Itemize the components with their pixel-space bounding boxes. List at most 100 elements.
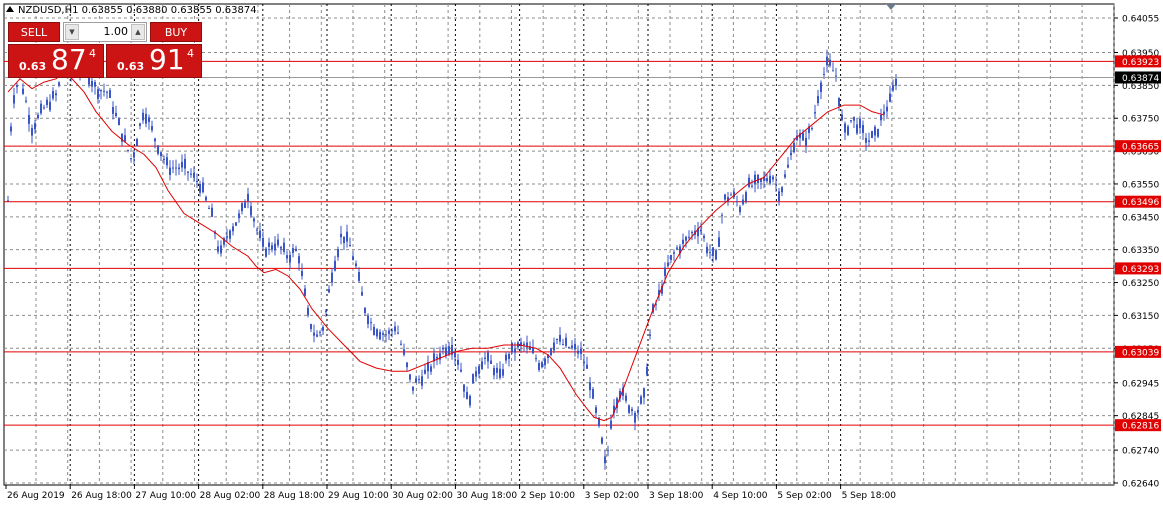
candle-body	[553, 342, 555, 351]
candle-body	[154, 138, 156, 142]
candle-body	[52, 90, 54, 99]
candle-body	[631, 409, 633, 412]
candle-body	[112, 107, 114, 114]
chart-shift-marker-icon[interactable]	[886, 4, 896, 10]
candle-body	[199, 183, 201, 193]
candle-body	[403, 349, 405, 355]
candle-body	[106, 91, 108, 93]
candle-body	[25, 100, 27, 102]
candle-body	[283, 242, 285, 252]
candle-body	[307, 307, 309, 316]
candle-body	[169, 167, 171, 176]
candle-body	[217, 246, 219, 252]
candle-body	[739, 206, 741, 213]
horizontal-level-label-bg	[1115, 262, 1161, 275]
candle-body	[127, 149, 129, 151]
candle-body	[418, 379, 420, 381]
candle-body	[799, 133, 801, 138]
candle-body	[460, 369, 462, 372]
lot-increase-icon[interactable]: ▲	[131, 24, 145, 40]
candle-body	[829, 59, 831, 66]
x-axis-tick-label: 30 Aug 02:00	[392, 491, 453, 501]
candle-body	[658, 290, 660, 296]
candle-body	[7, 200, 9, 202]
horizontal-level-label: 0.63293	[1122, 265, 1159, 275]
candle-body	[232, 226, 234, 232]
candle-body	[121, 133, 123, 142]
candle-body	[445, 347, 447, 356]
sell-button[interactable]: SELL	[8, 22, 60, 42]
candle-body	[889, 93, 891, 102]
candle-body	[670, 254, 672, 260]
candle-body	[235, 222, 237, 226]
candle-body	[181, 161, 183, 168]
y-axis-tick-label: 0.63550	[1122, 180, 1159, 190]
candle-body	[763, 177, 765, 181]
buy-button[interactable]: BUY	[150, 22, 202, 42]
candle-body	[520, 342, 522, 347]
candle-body	[622, 388, 624, 396]
candle-body	[157, 145, 159, 154]
candle-body	[88, 75, 90, 85]
candle-body	[229, 230, 231, 239]
candle-body	[772, 176, 774, 180]
candle-body	[832, 70, 834, 72]
candle-body	[298, 256, 300, 264]
candle-body	[49, 101, 51, 111]
candle-body	[802, 132, 804, 141]
candle-body	[166, 157, 168, 166]
candle-body	[874, 126, 876, 136]
candle-body	[436, 356, 438, 359]
candle-body	[817, 96, 819, 104]
candle-body	[178, 167, 180, 170]
lot-size-value[interactable]: 1.00	[103, 25, 129, 38]
candle-body	[646, 366, 648, 376]
candle-body	[469, 395, 471, 406]
moving-average-line	[7, 71, 885, 422]
buy-price-button[interactable]: 0.63 91 4	[106, 43, 202, 78]
candle-body	[574, 343, 576, 350]
candle-body	[328, 289, 330, 293]
collapse-triangle-icon[interactable]	[6, 6, 14, 12]
candle-body	[544, 358, 546, 366]
candle-body	[508, 354, 510, 359]
candle-body	[292, 248, 294, 253]
candle-body	[340, 233, 342, 238]
lot-decrease-icon[interactable]: ▼	[65, 24, 79, 40]
candle-body	[748, 177, 750, 187]
candle-body	[280, 246, 282, 249]
candle-body	[337, 249, 339, 258]
candle-body	[196, 180, 198, 182]
candle-body	[565, 337, 567, 346]
candle-body	[160, 152, 162, 157]
candle-body	[499, 368, 501, 378]
y-axis-tick-label: 0.63950	[1122, 49, 1159, 59]
candle-body	[790, 152, 792, 156]
candle-body	[37, 114, 39, 119]
candle-body	[379, 331, 381, 340]
candle-body	[778, 191, 780, 202]
candle-body	[247, 193, 249, 202]
candle-body	[682, 239, 684, 244]
y-axis-tick-label: 0.63350	[1122, 246, 1159, 256]
candle-body	[466, 391, 468, 400]
x-axis-tick-label: 2 Sep 10:00	[521, 491, 576, 501]
candle-body	[397, 332, 399, 334]
candle-body	[367, 315, 369, 325]
candle-body	[754, 174, 756, 185]
x-axis-tick-label: 29 Aug 10:00	[328, 491, 389, 501]
candle-body	[376, 329, 378, 337]
candle-body	[424, 369, 426, 374]
buy-price-prefix: 0.63	[117, 60, 145, 73]
candle-body	[472, 373, 474, 384]
candle-body	[865, 137, 867, 143]
candle-body	[370, 322, 372, 324]
candle-body	[676, 247, 678, 249]
current-price-label: 0.63874	[1122, 74, 1159, 84]
candle-body	[427, 362, 429, 372]
sell-price-button[interactable]: 0.63 87 4	[8, 43, 104, 78]
y-axis-tick-label: 0.63150	[1122, 312, 1159, 322]
horizontal-level-label-bg	[1115, 195, 1161, 208]
lot-size-field[interactable]: ▼ 1.00 ▲	[63, 22, 147, 42]
